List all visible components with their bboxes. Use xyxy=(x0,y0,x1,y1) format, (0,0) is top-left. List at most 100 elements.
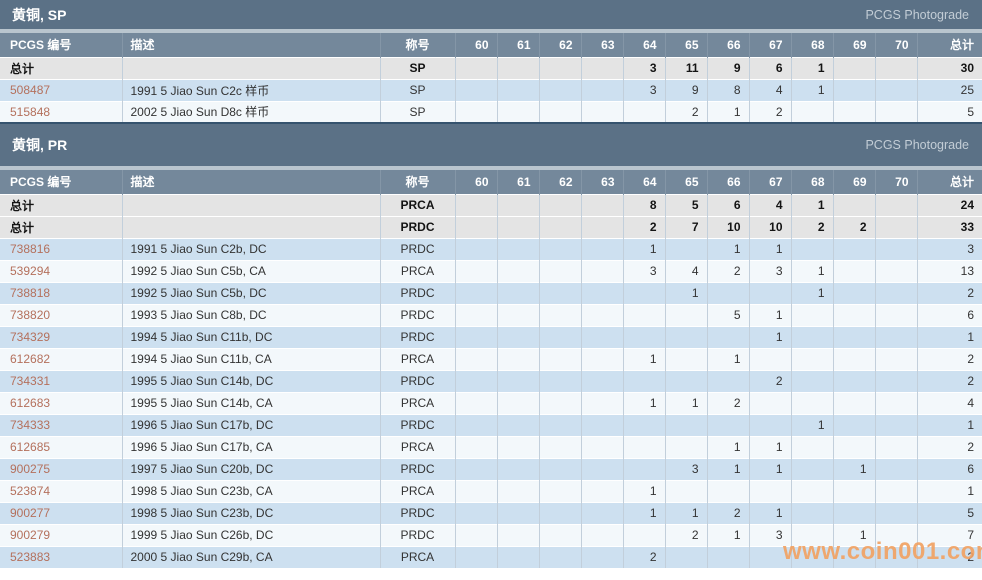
description-cell: 1996 5 Jiao Sun C17b, DC xyxy=(121,413,380,436)
pcgs-number-link[interactable]: 900279 xyxy=(10,528,51,542)
pcgs-number-link[interactable]: 523883 xyxy=(10,550,51,565)
designation-cell: PRDC xyxy=(379,501,455,524)
grade-cell-69 xyxy=(832,193,875,216)
grade-cell-64 xyxy=(622,523,665,546)
grade-cell-61 xyxy=(496,100,539,123)
grade-cell-60 xyxy=(454,100,497,123)
designation-cell: PRCA xyxy=(379,435,455,458)
grade-cell-67: 4 xyxy=(748,78,791,101)
column-header-grade-66: 66 xyxy=(706,33,749,57)
grade-cell-65 xyxy=(664,479,707,502)
total-cell: 5 xyxy=(916,100,982,123)
grade-cell-65 xyxy=(664,325,707,348)
pcgs-number-link[interactable]: 508487 xyxy=(10,83,51,97)
column-header-grade-65: 65 xyxy=(664,170,707,194)
pcgs-number-link[interactable]: 523874 xyxy=(10,484,51,498)
column-header-designation: 称号 xyxy=(379,33,455,57)
pcgs-number-link[interactable]: 612683 xyxy=(10,396,51,410)
description-cell xyxy=(121,215,380,238)
table-row: 738820 1993 5 Jiao Sun C8b, DC PRDC 5 1 6 xyxy=(0,303,982,326)
grade-cell-60 xyxy=(454,413,497,436)
grade-cell-68 xyxy=(790,435,833,458)
grade-cell-68: 1 xyxy=(790,281,833,304)
grade-cell-70 xyxy=(874,479,917,502)
grade-cell-68 xyxy=(790,347,833,370)
pcgs-number-link[interactable]: 900275 xyxy=(10,462,51,476)
header-row: PCGS 编号 描述 称号 60 61 62 63 64 65 66 67 68 69 70 总计 xyxy=(0,170,982,194)
pcgs-number-cell: 612685 xyxy=(0,435,122,458)
grade-cell-61 xyxy=(496,193,539,216)
grade-cell-66 xyxy=(706,545,749,568)
table-header: PCGS 编号 描述 称号 60 61 62 63 64 65 66 67 68 69 70 总计 xyxy=(0,33,982,57)
grade-cell-70 xyxy=(874,413,917,436)
pcgs-number-link[interactable]: 738816 xyxy=(10,242,51,256)
column-header-grade-68: 68 xyxy=(790,33,833,57)
grade-cell-70 xyxy=(874,100,917,123)
column-header-grade-69: 69 xyxy=(832,170,875,194)
grade-cell-62 xyxy=(538,479,581,502)
description-cell: 1997 5 Jiao Sun C20b, DC xyxy=(121,457,380,480)
pcgs-number-link[interactable]: 734333 xyxy=(10,418,51,432)
table-header: PCGS 编号 描述 称号 60 61 62 63 64 65 66 67 68 69 70 总计 xyxy=(0,170,982,194)
grade-cell-67: 10 xyxy=(748,215,791,238)
grade-cell-63 xyxy=(580,56,623,79)
pcgs-number-link[interactable]: 539294 xyxy=(10,264,51,278)
column-header-grade-62: 62 xyxy=(538,170,581,194)
column-header-grade-70: 70 xyxy=(874,170,917,194)
pcgs-number-link[interactable]: 515848 xyxy=(10,104,51,119)
pcgs-number-link[interactable]: 900277 xyxy=(10,506,51,520)
grade-cell-62 xyxy=(538,545,581,568)
grade-cell-67 xyxy=(748,347,791,370)
pcgs-number-link[interactable]: 738818 xyxy=(10,286,51,300)
grade-cell-70 xyxy=(874,281,917,304)
grade-cell-61 xyxy=(496,303,539,326)
grade-cell-65 xyxy=(664,545,707,568)
grade-cell-60 xyxy=(454,303,497,326)
grade-cell-60 xyxy=(454,281,497,304)
grade-cell-60 xyxy=(454,369,497,392)
total-cell: 2 xyxy=(916,369,982,392)
grade-cell-65: 11 xyxy=(664,56,707,79)
photograde-label: PCGS Photograde xyxy=(865,7,969,22)
grade-cell-67: 1 xyxy=(748,325,791,348)
designation-cell: SP xyxy=(379,56,455,79)
grade-cell-62 xyxy=(538,100,581,123)
pcgs-number-link[interactable]: 612685 xyxy=(10,440,51,454)
grade-cell-65 xyxy=(664,347,707,370)
grade-cell-66: 1 xyxy=(706,347,749,370)
grade-cell-62 xyxy=(538,413,581,436)
pcgs-number-link[interactable]: 734329 xyxy=(10,330,51,344)
grade-cell-67: 1 xyxy=(748,435,791,458)
grade-cell-61 xyxy=(496,281,539,304)
pcgs-number-link[interactable]: 734331 xyxy=(10,374,51,388)
grade-cell-64 xyxy=(622,369,665,392)
grade-cell-63 xyxy=(580,457,623,480)
grade-cell-60 xyxy=(454,457,497,480)
grade-cell-68 xyxy=(790,391,833,414)
total-row: 总计 SP 3 11 9 6 1 30 xyxy=(0,56,982,79)
grade-cell-62 xyxy=(538,457,581,480)
grade-cell-70 xyxy=(874,259,917,282)
grade-cell-70 xyxy=(874,435,917,458)
table-row: 734329 1994 5 Jiao Sun C11b, DC PRDC 1 1 xyxy=(0,325,982,348)
grade-cell-64: 1 xyxy=(622,391,665,414)
pcgs-number-link[interactable]: 738820 xyxy=(10,308,51,322)
grade-cell-70 xyxy=(874,237,917,260)
grade-cell-60 xyxy=(454,479,497,502)
description-cell: 1996 5 Jiao Sun C17b, CA xyxy=(121,435,380,458)
table-row: 734331 1995 5 Jiao Sun C14b, DC PRDC 2 2 xyxy=(0,369,982,392)
total-row: 总计 PRCA 8 5 6 4 1 24 xyxy=(0,193,982,216)
grade-cell-66 xyxy=(706,369,749,392)
grade-cell-64 xyxy=(622,100,665,123)
pcgs-number-cell: 总计 xyxy=(0,215,122,238)
column-header-grade-69: 69 xyxy=(832,33,875,57)
designation-cell: PRCA xyxy=(379,479,455,502)
grade-cell-61 xyxy=(496,325,539,348)
grade-cell-63 xyxy=(580,501,623,524)
grade-cell-68 xyxy=(790,325,833,348)
grade-cell-68 xyxy=(790,457,833,480)
pcgs-number-cell: 900279 xyxy=(0,523,122,546)
pcgs-number-link[interactable]: 612682 xyxy=(10,352,51,366)
grade-cell-62 xyxy=(538,259,581,282)
